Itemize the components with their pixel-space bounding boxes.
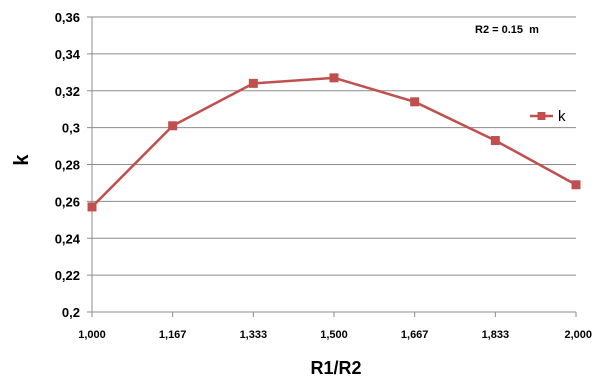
y-tick-label: 0,2	[62, 305, 80, 320]
data-point	[248, 78, 258, 88]
x-tick-labels: 1,000 1,167 1,333 1,500 1,667 1,833 2,000	[78, 329, 592, 341]
y-tick-label: 0,24	[55, 231, 81, 246]
y-axis-label: k	[11, 154, 33, 166]
data-point	[490, 136, 500, 146]
series-line	[91, 76, 577, 208]
y-tick-label: 0,26	[55, 194, 80, 209]
legend: k	[530, 108, 566, 125]
y-tick-labels: 0,2 0,22 0,24 0,26 0,28 0,3 0,32 0,34 0,36	[55, 10, 81, 320]
data-point	[168, 121, 178, 131]
data-point	[329, 73, 339, 83]
x-tick-label: 1,667	[401, 329, 429, 341]
legend-marker	[537, 112, 546, 120]
x-tick-label: 1,500	[320, 329, 348, 341]
x-axis-label: R1/R2	[310, 358, 361, 378]
y-tick-label: 0,3	[62, 121, 80, 136]
x-tick-label: 2,000	[564, 329, 592, 341]
data-point	[87, 202, 97, 212]
y-tick-label: 0,28	[55, 158, 80, 173]
y-tick-label: 0,32	[55, 84, 80, 99]
data-point	[410, 97, 420, 107]
annotation-r2: R2 = 0.15 m	[475, 24, 539, 36]
y-tick-label: 0,22	[55, 268, 80, 283]
x-tick-label: 1,333	[240, 329, 268, 341]
y-tick-label: 0,34	[55, 47, 81, 62]
x-tick-label: 1,833	[482, 329, 510, 341]
y-tick-label: 0,36	[55, 10, 80, 25]
data-point	[571, 180, 581, 190]
legend-label: k	[558, 108, 566, 125]
x-tick-label: 1,167	[159, 329, 187, 341]
x-tick-label: 1,000	[78, 329, 106, 341]
gridlines	[87, 16, 577, 317]
series-k	[87, 73, 581, 212]
